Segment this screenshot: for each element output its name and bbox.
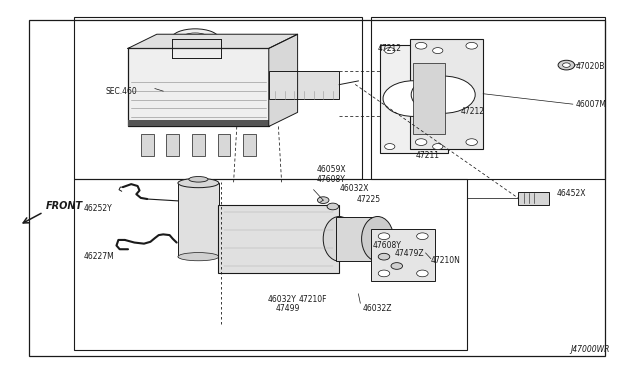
Text: FRONT: FRONT bbox=[46, 201, 83, 211]
Ellipse shape bbox=[180, 33, 210, 45]
Text: 47020B: 47020B bbox=[576, 62, 605, 71]
Bar bbox=[128, 120, 269, 126]
Bar bbox=[29, 20, 605, 356]
Circle shape bbox=[415, 42, 427, 49]
Ellipse shape bbox=[362, 217, 394, 261]
Ellipse shape bbox=[172, 29, 219, 49]
Bar bbox=[192, 134, 205, 156]
Polygon shape bbox=[172, 39, 221, 58]
Bar bbox=[243, 134, 256, 156]
Circle shape bbox=[383, 81, 445, 116]
Bar bbox=[371, 17, 605, 179]
Bar bbox=[166, 134, 179, 156]
Circle shape bbox=[378, 270, 390, 277]
Polygon shape bbox=[269, 34, 298, 126]
Bar bbox=[178, 183, 219, 257]
Circle shape bbox=[385, 48, 395, 54]
Text: 47479Z: 47479Z bbox=[395, 249, 424, 258]
Text: 46227M: 46227M bbox=[83, 252, 114, 261]
Text: 46032Z: 46032Z bbox=[363, 304, 392, 313]
Circle shape bbox=[558, 60, 575, 70]
Circle shape bbox=[391, 263, 403, 269]
Circle shape bbox=[417, 270, 428, 277]
Circle shape bbox=[415, 139, 427, 145]
Bar bbox=[141, 134, 154, 156]
Bar bbox=[371, 229, 435, 281]
Ellipse shape bbox=[189, 177, 208, 182]
Circle shape bbox=[385, 144, 395, 150]
Text: 47211: 47211 bbox=[416, 151, 440, 160]
Text: 47212: 47212 bbox=[378, 44, 402, 53]
Bar bbox=[380, 45, 448, 153]
Circle shape bbox=[378, 253, 390, 260]
Text: 46032Y: 46032Y bbox=[268, 295, 296, 304]
Circle shape bbox=[327, 203, 339, 210]
Text: 47608Y: 47608Y bbox=[317, 175, 346, 184]
Bar bbox=[269, 71, 339, 99]
Circle shape bbox=[412, 76, 475, 113]
Bar bbox=[336, 217, 378, 261]
Text: 46032X: 46032X bbox=[339, 185, 369, 193]
Text: 46252Y: 46252Y bbox=[83, 204, 112, 213]
Bar bbox=[413, 63, 445, 134]
Ellipse shape bbox=[178, 179, 219, 188]
Text: 47210N: 47210N bbox=[431, 256, 461, 265]
Text: 47210F: 47210F bbox=[298, 295, 327, 304]
Text: 46007M: 46007M bbox=[576, 100, 607, 109]
Bar bbox=[518, 192, 549, 205]
Circle shape bbox=[563, 63, 570, 67]
Bar bbox=[74, 179, 467, 350]
Bar bbox=[410, 39, 483, 149]
Text: 46452X: 46452X bbox=[557, 189, 586, 198]
Text: 47499: 47499 bbox=[275, 304, 300, 313]
Circle shape bbox=[378, 233, 390, 240]
Text: 47608Y: 47608Y bbox=[373, 241, 402, 250]
Text: J47000WR: J47000WR bbox=[570, 345, 609, 354]
Circle shape bbox=[317, 197, 329, 203]
Text: SEC.460: SEC.460 bbox=[106, 87, 138, 96]
Text: 46059X: 46059X bbox=[317, 165, 346, 174]
Circle shape bbox=[417, 233, 428, 240]
Ellipse shape bbox=[323, 217, 355, 261]
Circle shape bbox=[433, 144, 443, 150]
Bar bbox=[218, 205, 339, 273]
Bar bbox=[218, 134, 230, 156]
Ellipse shape bbox=[178, 253, 219, 261]
Circle shape bbox=[466, 139, 477, 145]
Text: 47212: 47212 bbox=[461, 107, 485, 116]
Polygon shape bbox=[128, 34, 298, 48]
Circle shape bbox=[466, 42, 477, 49]
Circle shape bbox=[433, 48, 443, 54]
Bar bbox=[74, 17, 362, 179]
Text: 47225: 47225 bbox=[357, 195, 381, 203]
Bar bbox=[128, 48, 269, 126]
